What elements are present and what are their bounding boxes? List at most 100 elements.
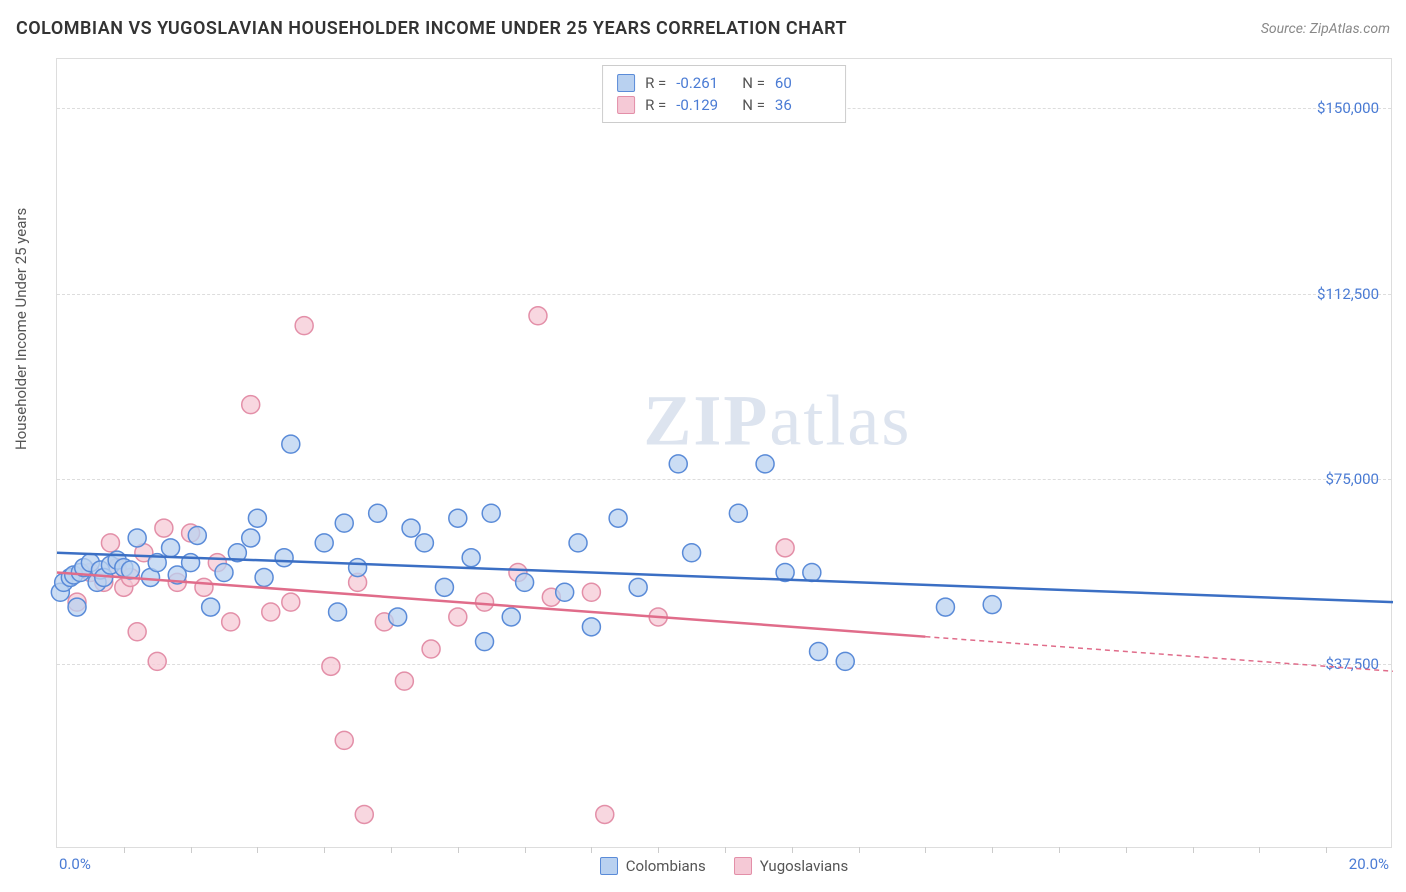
scatter-point-yugoslavians	[155, 519, 173, 537]
x-minor-tick	[1326, 847, 1327, 853]
scatter-point-yugoslavians	[128, 623, 146, 641]
x-minor-tick	[1126, 847, 1127, 853]
n-label: N =	[742, 74, 765, 92]
x-minor-tick	[992, 847, 993, 853]
x-minor-tick	[257, 847, 258, 853]
scatter-point-yugoslavians	[242, 396, 260, 414]
scatter-point-colombians	[669, 455, 687, 473]
chart-header: COLOMBIAN VS YUGOSLAVIAN HOUSEHOLDER INC…	[16, 18, 1390, 39]
scatter-point-colombians	[810, 643, 828, 661]
scatter-point-colombians	[683, 544, 701, 562]
x-minor-tick	[725, 847, 726, 853]
y-axis-label: Householder Income Under 25 years	[12, 208, 30, 450]
legend-swatch-colombians	[600, 857, 618, 875]
x-minor-tick	[591, 847, 592, 853]
scatter-point-yugoslavians	[222, 613, 240, 631]
scatter-point-colombians	[329, 603, 347, 621]
x-minor-tick	[859, 847, 860, 853]
scatter-point-colombians	[369, 504, 387, 522]
scatter-point-colombians	[729, 504, 747, 522]
x-minor-tick	[525, 847, 526, 853]
trend-line-yugoslavians	[57, 573, 925, 637]
scatter-point-colombians	[629, 578, 647, 596]
correlation-stats-box: R = -0.261 N = 60 R = -0.129 N = 36	[602, 65, 846, 123]
x-minor-tick	[792, 847, 793, 853]
n-label: N =	[742, 96, 765, 114]
scatter-point-colombians	[502, 608, 520, 626]
scatter-point-colombians	[516, 573, 534, 591]
scatter-point-colombians	[836, 652, 854, 670]
scatter-point-yugoslavians	[776, 539, 794, 557]
scatter-point-colombians	[128, 529, 146, 547]
scatter-point-colombians	[936, 598, 954, 616]
scatter-point-yugoslavians	[449, 608, 467, 626]
scatter-point-yugoslavians	[322, 657, 340, 675]
scatter-point-yugoslavians	[148, 652, 166, 670]
scatter-point-colombians	[282, 435, 300, 453]
scatter-point-yugoslavians	[195, 578, 213, 596]
stats-row-colombians: R = -0.261 N = 60	[617, 72, 831, 94]
scatter-point-yugoslavians	[101, 534, 119, 552]
legend-item-colombians: Colombians	[600, 857, 706, 875]
x-minor-tick	[324, 847, 325, 853]
x-minor-tick	[925, 847, 926, 853]
scatter-point-yugoslavians	[476, 593, 494, 611]
scatter-point-colombians	[482, 504, 500, 522]
scatter-point-yugoslavians	[335, 731, 353, 749]
scatter-point-colombians	[402, 519, 420, 537]
x-minor-tick	[391, 847, 392, 853]
chart-title: COLOMBIAN VS YUGOSLAVIAN HOUSEHOLDER INC…	[16, 18, 847, 39]
scatter-point-colombians	[215, 564, 233, 582]
scatter-point-colombians	[569, 534, 587, 552]
scatter-point-colombians	[449, 509, 467, 527]
scatter-plot-svg	[57, 59, 1391, 847]
x-minor-tick	[458, 847, 459, 853]
scatter-point-colombians	[389, 608, 407, 626]
scatter-point-colombians	[202, 598, 220, 616]
scatter-point-colombians	[556, 583, 574, 601]
scatter-point-colombians	[255, 568, 273, 586]
x-minor-tick	[1259, 847, 1260, 853]
x-minor-tick	[1059, 847, 1060, 853]
scatter-point-colombians	[582, 618, 600, 636]
scatter-point-yugoslavians	[582, 583, 600, 601]
scatter-point-colombians	[275, 549, 293, 567]
scatter-point-yugoslavians	[395, 672, 413, 690]
scatter-point-yugoslavians	[355, 805, 373, 823]
scatter-point-colombians	[415, 534, 433, 552]
x-minor-tick	[124, 847, 125, 853]
x-minor-tick	[658, 847, 659, 853]
scatter-point-yugoslavians	[422, 640, 440, 658]
bottom-legend: Colombians Yugoslavians	[57, 857, 1391, 875]
scatter-point-colombians	[803, 564, 821, 582]
scatter-point-yugoslavians	[262, 603, 280, 621]
legend-label-colombians: Colombians	[626, 857, 706, 875]
x-minor-tick	[1193, 847, 1194, 853]
scatter-point-colombians	[349, 559, 367, 577]
trend-line-extrapolated-yugoslavians	[925, 637, 1393, 672]
scatter-point-colombians	[609, 509, 627, 527]
scatter-point-colombians	[983, 596, 1001, 614]
scatter-point-yugoslavians	[295, 317, 313, 335]
scatter-point-colombians	[248, 509, 266, 527]
x-minor-tick	[191, 847, 192, 853]
scatter-point-colombians	[435, 578, 453, 596]
r-value-yugoslavians: -0.129	[676, 96, 732, 114]
stats-swatch-yugoslavians	[617, 96, 635, 114]
r-label: R =	[645, 96, 666, 114]
legend-item-yugoslavians: Yugoslavians	[734, 857, 849, 875]
scatter-point-colombians	[188, 526, 206, 544]
r-value-colombians: -0.261	[676, 74, 732, 92]
n-value-colombians: 60	[775, 74, 831, 92]
n-value-yugoslavians: 36	[775, 96, 831, 114]
scatter-point-colombians	[162, 539, 180, 557]
stats-row-yugoslavians: R = -0.129 N = 36	[617, 94, 831, 116]
r-label: R =	[645, 74, 666, 92]
legend-swatch-yugoslavians	[734, 857, 752, 875]
scatter-point-colombians	[315, 534, 333, 552]
scatter-point-colombians	[462, 549, 480, 567]
chart-plot-area: ZIPatlas $37,500$75,000$112,500$150,000 …	[56, 58, 1392, 848]
scatter-point-yugoslavians	[282, 593, 300, 611]
scatter-point-colombians	[335, 514, 353, 532]
stats-swatch-colombians	[617, 74, 635, 92]
